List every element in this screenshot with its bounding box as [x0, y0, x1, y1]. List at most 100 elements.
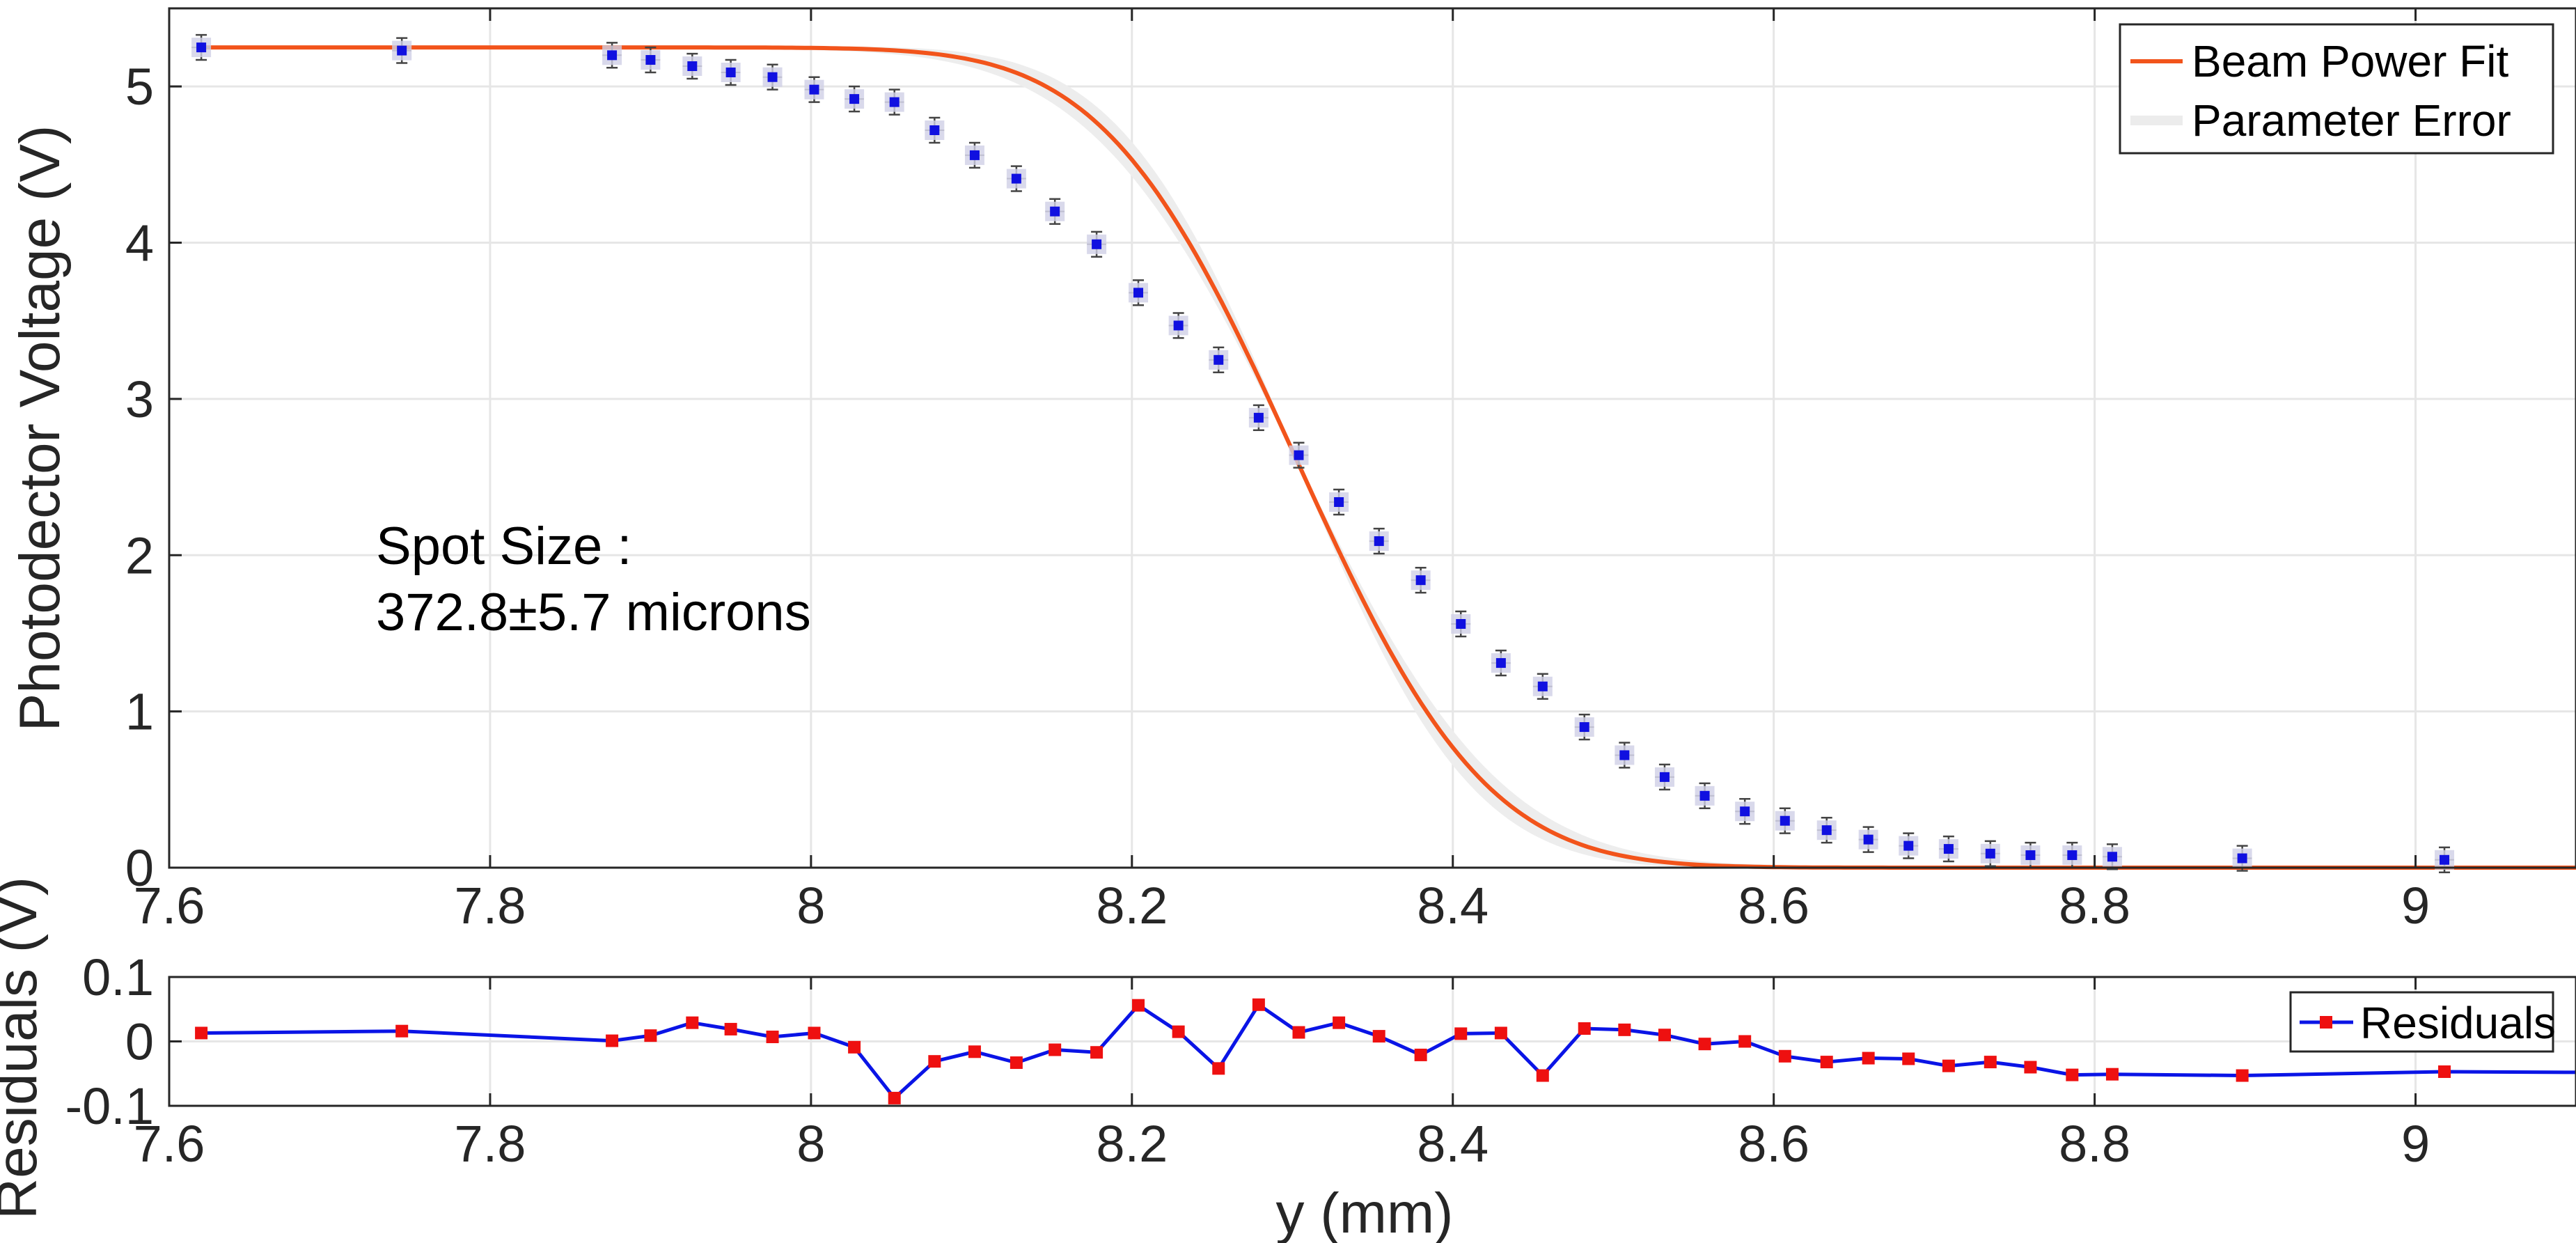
- residual-marker: [1536, 1069, 1549, 1082]
- voltage-legend: Beam Power Fit Parameter Error: [2119, 23, 2554, 155]
- residuals-x-tick-label: 8.8: [2059, 1115, 2130, 1173]
- residual-marker: [1902, 1052, 1915, 1065]
- residuals-y-tick-label: -0.1: [65, 1077, 154, 1135]
- voltage-x-tick-label: 7.8: [454, 877, 526, 935]
- voltage-point: [1173, 320, 1184, 331]
- voltage-point: [725, 67, 736, 77]
- voltage-plot-frame: [168, 7, 2576, 869]
- residual-marker: [1778, 1049, 1791, 1063]
- residual-marker: [2236, 1069, 2249, 1082]
- voltage-point: [1294, 450, 1304, 460]
- voltage-point: [1863, 834, 1874, 845]
- residual-marker: [1618, 1023, 1631, 1036]
- voltage-point: [1619, 750, 1630, 760]
- voltage-point: [2440, 854, 2450, 865]
- residual-marker: [395, 1024, 409, 1038]
- residual-marker: [1942, 1059, 1955, 1072]
- voltage-point: [929, 125, 940, 136]
- legend-residuals-marker: [2320, 1016, 2332, 1029]
- residual-marker: [1738, 1035, 1752, 1048]
- legend-band-label: Parameter Error: [2192, 95, 2511, 146]
- residuals-x-tick-label: 8.4: [1417, 1115, 1489, 1173]
- voltage-point: [1985, 848, 1995, 859]
- voltage-point: [1579, 722, 1589, 733]
- voltage-point: [1659, 772, 1670, 782]
- voltage-x-tick-label: 8.6: [1738, 877, 1809, 935]
- residual-marker: [1049, 1043, 1062, 1056]
- residual-marker: [644, 1029, 657, 1042]
- voltage-point: [1740, 806, 1750, 817]
- residual-marker: [968, 1045, 981, 1058]
- legend-residuals-label: Residuals: [2360, 998, 2556, 1048]
- voltage-point: [1334, 497, 1344, 507]
- voltage-y-tick-label: 0: [125, 839, 154, 897]
- residual-marker: [1010, 1056, 1023, 1070]
- residual-marker: [1372, 1030, 1385, 1043]
- voltage-x-tick-label: 8.8: [2059, 877, 2130, 935]
- residuals-x-tick-label: 9: [2401, 1115, 2430, 1173]
- residual-marker: [1252, 998, 1265, 1011]
- voltage-points: [191, 38, 2455, 870]
- voltage-x-tick-label: 7.6: [134, 877, 205, 935]
- voltage-point: [1253, 412, 1264, 423]
- residuals-plot-y-ticks: -0.1 0 0.1: [65, 948, 182, 1135]
- x-axis-label: y (mm): [1275, 1182, 1453, 1243]
- voltage-y-tick-label: 2: [125, 526, 154, 584]
- residuals-x-tick-label: 8.2: [1096, 1115, 1168, 1173]
- voltage-point: [849, 94, 860, 104]
- residual-marker: [1578, 1022, 1591, 1035]
- voltage-point: [1374, 536, 1384, 547]
- voltage-point: [2237, 853, 2247, 863]
- voltage-point: [1537, 681, 1548, 691]
- voltage-point: [1415, 575, 1426, 586]
- residual-marker: [1820, 1056, 1833, 1069]
- voltage-x-tick-label: 8.2: [1096, 877, 1168, 935]
- voltage-point: [767, 72, 778, 82]
- voltage-point: [687, 61, 698, 72]
- residual-marker: [1132, 999, 1145, 1012]
- residuals-plot-x-ticks: 7.6 7.8 8 8.2 8.4 8.6 8.8 9: [134, 977, 2430, 1173]
- residual-marker: [2438, 1065, 2451, 1078]
- residual-marker: [1414, 1048, 1427, 1061]
- voltage-point: [2025, 850, 2036, 861]
- residual-marker: [888, 1091, 901, 1104]
- voltage-point: [1133, 288, 1144, 298]
- voltage-point: [2067, 850, 2078, 861]
- residual-marker: [2066, 1068, 2079, 1081]
- residual-marker: [928, 1055, 941, 1068]
- voltage-point: [969, 150, 980, 160]
- residual-marker: [686, 1016, 699, 1029]
- voltage-y-tick-label: 1: [125, 683, 154, 741]
- voltage-axis-label: Photodector Voltage (V): [8, 125, 72, 732]
- voltage-point: [889, 97, 900, 107]
- residual-marker: [808, 1026, 821, 1040]
- voltage-point: [1780, 815, 1790, 826]
- voltage-plot: 7.6 7.8 8 8.2 8.4 8.6 8.8 9 0 1 2 3 4 5 Photodector …: [8, 7, 2576, 935]
- residuals-axis-label: Residuals (V): [0, 877, 49, 1219]
- residuals-legend: Residuals: [2289, 991, 2556, 1053]
- voltage-point: [397, 45, 407, 56]
- voltage-point: [1456, 618, 1466, 629]
- residual-marker: [1984, 1056, 1997, 1069]
- residual-marker: [2105, 1068, 2119, 1081]
- residuals-plot: 7.6 7.8 8 8.2 8.4 8.6 8.8 9 -0.1 0 0.1 Residuals …: [0, 877, 2576, 1243]
- voltage-plot-y-ticks: 0 1 2 3 4 5: [125, 58, 182, 897]
- voltage-y-tick-label: 3: [125, 370, 154, 428]
- residual-marker: [1212, 1062, 1225, 1075]
- voltage-y-tick-label: 4: [125, 214, 154, 272]
- voltage-point: [1495, 658, 1506, 669]
- residual-marker: [724, 1022, 737, 1035]
- residual-marker: [606, 1034, 619, 1047]
- legend-fit-label: Beam Power Fit: [2192, 36, 2508, 86]
- voltage-x-tick-label: 9: [2401, 877, 2430, 935]
- voltage-point: [809, 84, 819, 95]
- voltage-point: [2107, 852, 2117, 862]
- residual-marker: [1333, 1016, 1346, 1029]
- voltage-point: [1821, 825, 1832, 836]
- spot-size-value: 372.8±5.7 microns: [376, 583, 811, 642]
- residual-marker: [2024, 1061, 2037, 1074]
- voltage-point: [1050, 206, 1060, 217]
- residuals-x-tick-label: 8.6: [1738, 1115, 1809, 1173]
